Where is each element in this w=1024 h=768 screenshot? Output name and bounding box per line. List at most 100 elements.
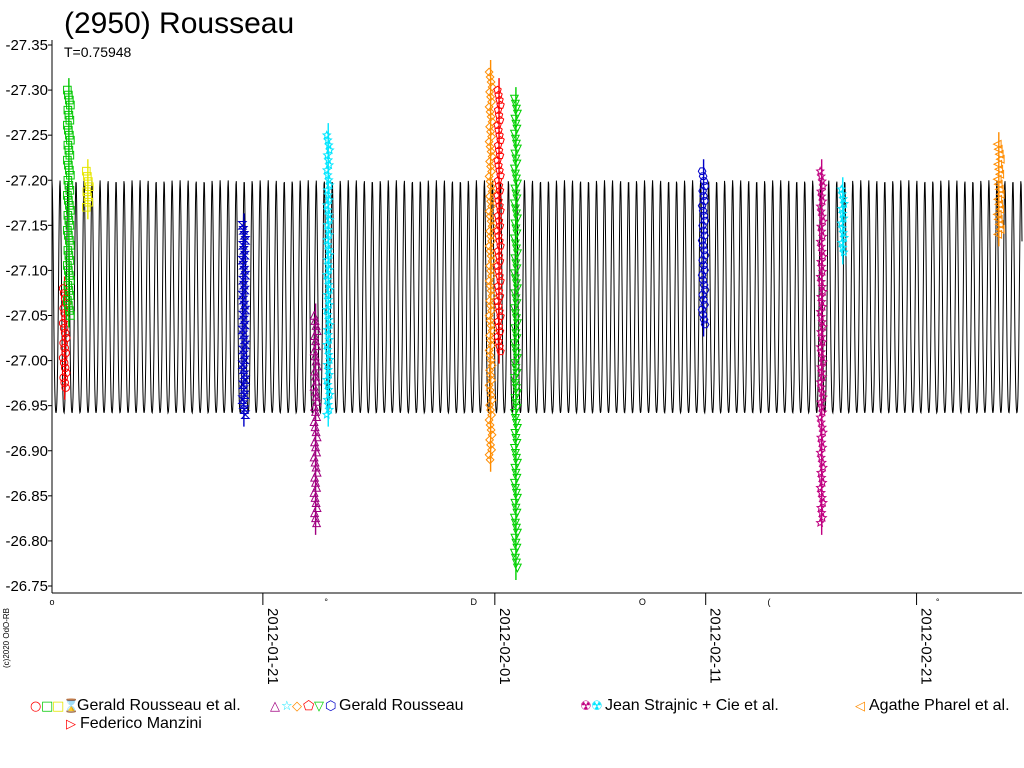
data-point [817,336,828,347]
data-point [321,269,332,280]
data-point [321,374,332,384]
data-point [495,221,505,230]
data-point [837,242,848,252]
data-point [512,508,522,519]
observation-series [58,60,1005,580]
data-point [485,435,495,445]
data-point [512,249,523,259]
data-point [511,384,522,394]
data-point [699,281,709,289]
data-point [495,256,505,265]
data-point [484,171,494,181]
data-point [486,440,496,450]
y-tick-label: -27.15 [5,217,48,234]
data-point [64,195,73,205]
data-point [322,289,333,300]
data-point [511,174,522,184]
data-point [485,400,495,410]
data-point [838,193,849,204]
data-point [511,558,522,568]
data-point [510,134,521,144]
data-point [324,354,335,364]
data-point [484,206,494,216]
data-point [838,247,849,257]
legend-entry: ▷ Federico Manzini [66,715,202,732]
data-point [510,414,521,424]
data-point [324,160,335,170]
data-point [815,306,826,317]
data-point [512,124,522,134]
data-point [511,104,522,114]
data-point [699,261,708,269]
data-point [493,316,503,325]
data-point [815,166,826,176]
data-point [700,320,710,329]
data-point [323,175,334,185]
data-point [837,208,848,218]
data-point [312,502,322,513]
data-point [994,219,1004,229]
data-point [815,482,826,492]
legend-symbol: ☆ [281,699,293,714]
data-point [815,326,826,337]
data-point [512,354,523,364]
data-point [993,179,1003,189]
data-point [698,276,708,284]
data-point [495,166,504,175]
data-point [64,110,74,120]
data-point [698,310,708,319]
data-point [486,405,496,415]
data-point [700,182,710,190]
data-point [511,349,522,359]
data-point [510,483,521,494]
legend-symbol: □ [52,699,64,714]
data-point [994,149,1004,159]
data-point [484,67,494,77]
data-point [322,254,333,265]
data-point [511,329,521,339]
data-point [816,171,827,181]
data-point [323,314,334,324]
data-point [63,105,73,115]
data-point [493,226,502,235]
data-point [511,314,522,324]
chart-subtitle: T=0.75948 [64,44,132,60]
data-point [511,453,522,464]
data-point [699,177,709,185]
data-point [815,517,826,528]
data-point [511,139,522,149]
data-point [64,90,73,100]
data-point [485,316,495,326]
data-point [815,432,826,442]
data-point [493,176,503,185]
data-point [510,149,520,159]
data-point [496,311,505,320]
data-point [815,271,826,281]
data-point [484,450,494,460]
observation-cluster [237,213,251,427]
data-point [697,236,707,245]
data-point [993,164,1004,174]
data-point [494,161,503,170]
data-point [485,142,495,152]
data-point [311,517,322,528]
data-point [816,226,827,236]
data-point [509,374,520,384]
data-point [321,339,332,349]
data-point [816,311,827,322]
data-point [486,112,496,122]
data-point [836,184,847,194]
data-point [324,229,335,240]
data-point [511,119,521,129]
data-point [322,274,333,285]
data-point [485,211,495,221]
data-point [493,261,502,270]
data-point [495,291,505,300]
data-point [818,321,829,332]
data-point [511,503,521,514]
data-point [485,261,495,271]
data-point [59,373,68,383]
data-point [510,498,520,509]
data-point [484,102,494,112]
data-point [494,110,504,119]
